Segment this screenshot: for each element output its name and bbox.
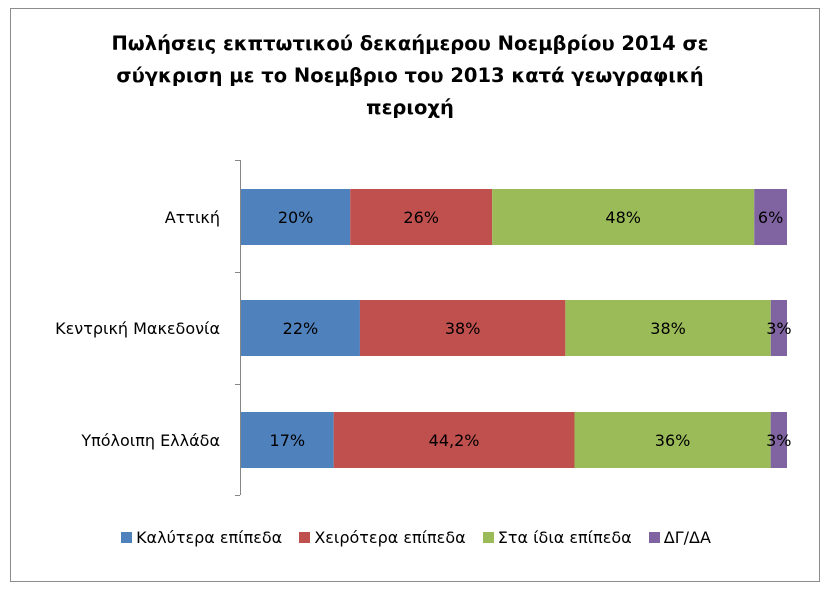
data-label: 36% [655,431,691,450]
bar-segment [359,300,566,356]
chart-legend: Καλύτερα επίπεδα Χειρότερα επίπεδα Στα ί… [0,528,832,547]
legend-label-better: Καλύτερα επίπεδα [136,528,283,547]
bar-segment [241,300,360,356]
chart-frame [10,8,820,582]
chart-title-line-3: περιοχή [366,96,454,119]
data-label: 20% [278,208,314,227]
bar-segment [770,300,787,356]
data-label: 22% [283,319,319,338]
legend-label-same: Στα ίδια επίπεδα [497,528,632,547]
chart-title-line-1: Πωλήσεις εκπτωτικού δεκαήμερου Νοεμβρίου… [111,32,709,55]
data-label: 3% [766,431,791,450]
legend-label-na: ΔΓ/ΔΑ [663,528,711,547]
data-label: 17% [270,431,306,450]
chart-title: Πωλήσεις εκπτωτικού δεκαήμερου Νοεμβρίου… [60,28,760,124]
data-label: 6% [758,208,783,227]
bar-segment [241,412,334,468]
chart-title-line-2: σύγκριση με το Νοεμβριο του 2013 κατά γε… [116,64,704,87]
bar-segment [754,189,787,245]
data-label: 38% [650,319,686,338]
legend-item-worse: Χειρότερα επίπεδα [299,528,466,547]
legend-item-same: Στα ίδια επίπεδα [482,528,632,547]
category-label: Υπόλοιπη Ελλάδα [80,431,220,450]
category-label: Αττική [165,208,220,227]
legend-label-worse: Χειρότερα επίπεδα [314,528,466,547]
bar-segment [241,189,351,245]
data-label: 38% [445,319,481,338]
category-label: Κεντρική Μακεδονία [55,319,220,338]
bar-segment [492,189,755,245]
legend-item-better: Καλύτερα επίπεδα [121,528,282,547]
data-label: 26% [403,208,439,227]
data-label: 44,2% [429,431,480,450]
bar-segment [350,189,493,245]
bar-segment [333,412,575,468]
bar-segment [770,412,787,468]
legend-swatch-worse [299,532,311,543]
legend-swatch-better [121,532,133,543]
bar-segment [574,412,771,468]
legend-swatch-na [648,532,660,543]
data-label: 3% [766,319,791,338]
legend-item-na: ΔΓ/ΔΑ [648,528,711,547]
data-label: 48% [605,208,641,227]
legend-swatch-same [482,532,494,543]
bar-segment [565,300,771,356]
